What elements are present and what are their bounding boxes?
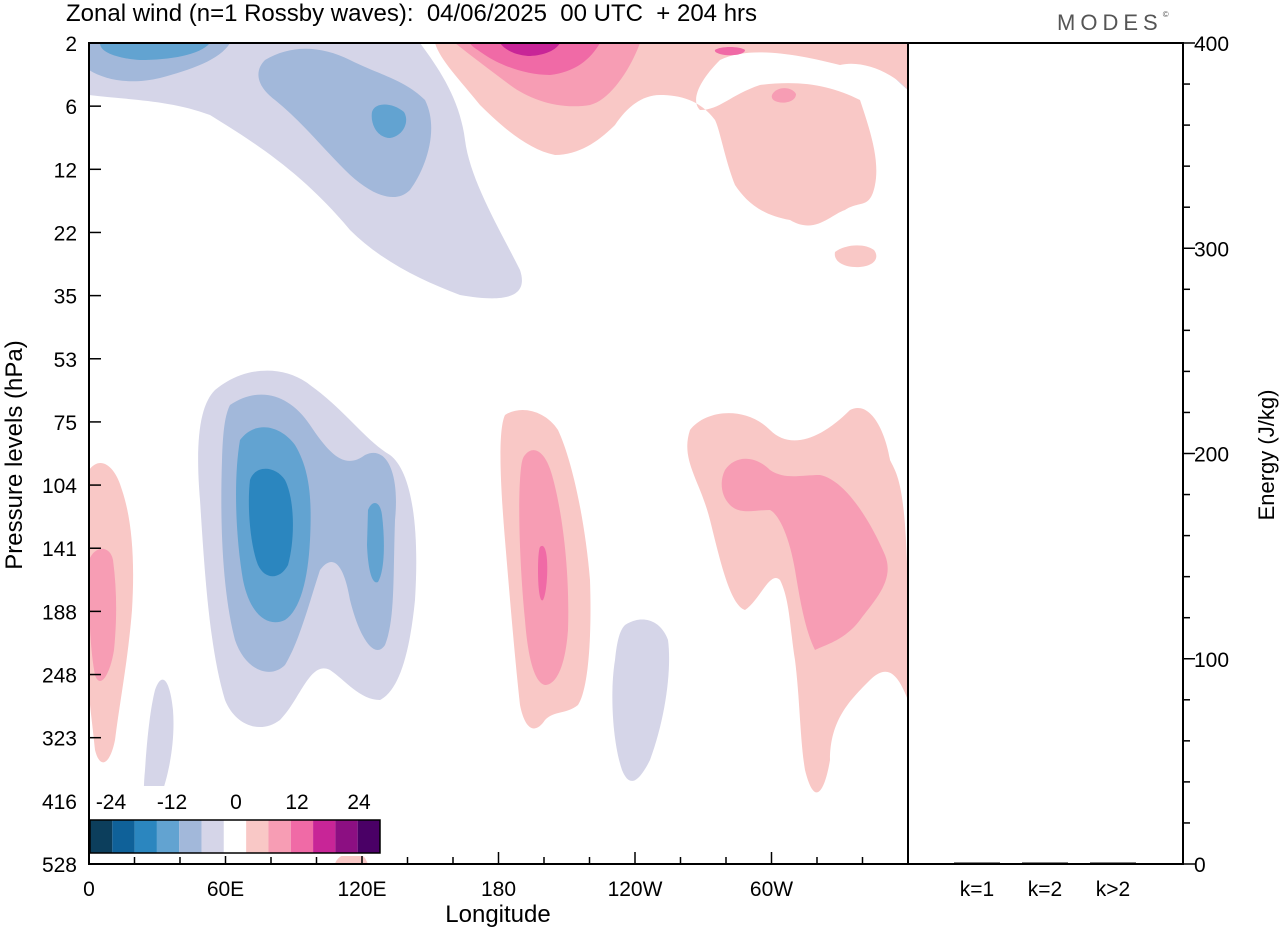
y-tick-label: 75 [54,412,77,435]
colorbar-swatch [179,820,202,853]
energy-bars: k=1 k=2 k>2 [954,862,1136,901]
y-tick-label: 248 [42,665,77,688]
copyright-mark: © [1162,10,1169,19]
energy-axis-label: Energy (J/kg) [1254,390,1279,521]
contour-pos-upper-strong [470,43,600,75]
colorbar-tick-label: -24 [96,791,127,814]
y-tick-label: 12 [54,159,77,182]
colorbar-swatch [90,820,113,853]
energy-bar-label: k=2 [1028,878,1062,901]
colorbar-swatch [335,820,358,853]
x-tick-label: 120E [337,878,386,901]
colorbar-frame [89,819,381,854]
contour-pos-zero-mid [89,548,117,681]
y-tick-label: 188 [42,601,77,624]
y-tick-label: 22 [54,222,77,245]
colorbar-tick-label: 12 [285,791,308,814]
y-tick-label: 141 [42,538,77,561]
colorbar-swatch [134,820,157,853]
contour-pos-west-mid [721,458,888,650]
y-axis-label: Pressure levels (hPa) [1,340,28,569]
y-tick-label: 35 [54,286,77,309]
energy-tick-label: 0 [1194,854,1206,877]
y-tick-label: 104 [42,475,77,498]
x-axis-label: Longitude [445,901,550,928]
contour-pos-upper-light-2 [834,245,877,268]
energy-tick-label: 200 [1194,444,1229,467]
colorbar-tick-label: -12 [157,791,187,814]
energy-axis: 0 100 200 300 400 [1183,33,1229,877]
energy-tick-label: 400 [1194,33,1229,56]
energy-bar-label: k>2 [1096,878,1130,901]
contour-pos-180-core [538,545,548,601]
contour-pos-west-light [687,408,908,793]
x-tick-label: 0 [83,878,95,901]
y-tick-label: 2 [65,33,77,56]
brand-text: MODES [1057,10,1163,35]
x-tick-label: 120W [608,878,663,901]
y-tick-label: 323 [42,728,77,751]
contour-neg-upper-core [371,104,407,138]
contour-neg-small-2 [612,619,670,781]
y-tick-label: 53 [54,349,77,372]
colorbar-swatch [313,820,336,853]
colorbar-swatch [112,820,135,853]
x-tick-label: 60E [207,878,244,901]
contour-neg-upper-mid-2 [258,48,432,198]
y-axis: 2 6 12 22 35 53 75 104 141 188 248 323 416 528 [42,33,101,877]
energy-bar [1022,862,1068,864]
colorbar-swatch [268,820,291,853]
contour-pos-upper-core [500,43,560,56]
brand-logo: MODES© [1057,10,1169,36]
contour-neg-lower-strong-2 [367,503,384,583]
energy-panel-frame [907,42,1184,865]
energy-bar [954,862,1000,864]
chart-title: Zonal wind (n=1 Rossby waves): 04/06/202… [66,0,758,27]
colorbar-swatch [223,820,247,853]
colorbar-swatch [290,820,314,853]
contour-pos-upper-small [714,47,745,56]
contour-neg-upper-core-2 [100,43,210,60]
colorbar-swatch [201,820,224,853]
colorbar: -24 -12 0 12 24 [89,786,381,856]
contour-neg-small-1 [143,679,174,813]
energy-bar-label: k=1 [960,878,994,901]
y-tick-label: 416 [42,791,77,814]
x-tick-label: 180 [481,878,516,901]
zonal-wind-field [89,43,908,864]
colorbar-swatch [357,820,380,853]
energy-tick-label: 100 [1194,649,1229,672]
x-tick-label: 60W [750,878,793,901]
colorbar-tick-label: 0 [230,791,242,814]
colorbar-swatch [156,820,180,853]
contour-pos-upper-mid-2 [771,88,796,103]
colorbar-tick-label: 24 [347,791,371,814]
energy-bar [1090,862,1136,864]
x-axis: 0 60E 120E 180 120W 60W [83,852,909,901]
contour-neg-lower-core [248,468,293,577]
y-tick-label: 528 [42,854,77,877]
energy-tick-label: 300 [1194,238,1229,261]
y-tick-label: 6 [65,96,77,119]
colorbar-swatch [246,820,269,853]
